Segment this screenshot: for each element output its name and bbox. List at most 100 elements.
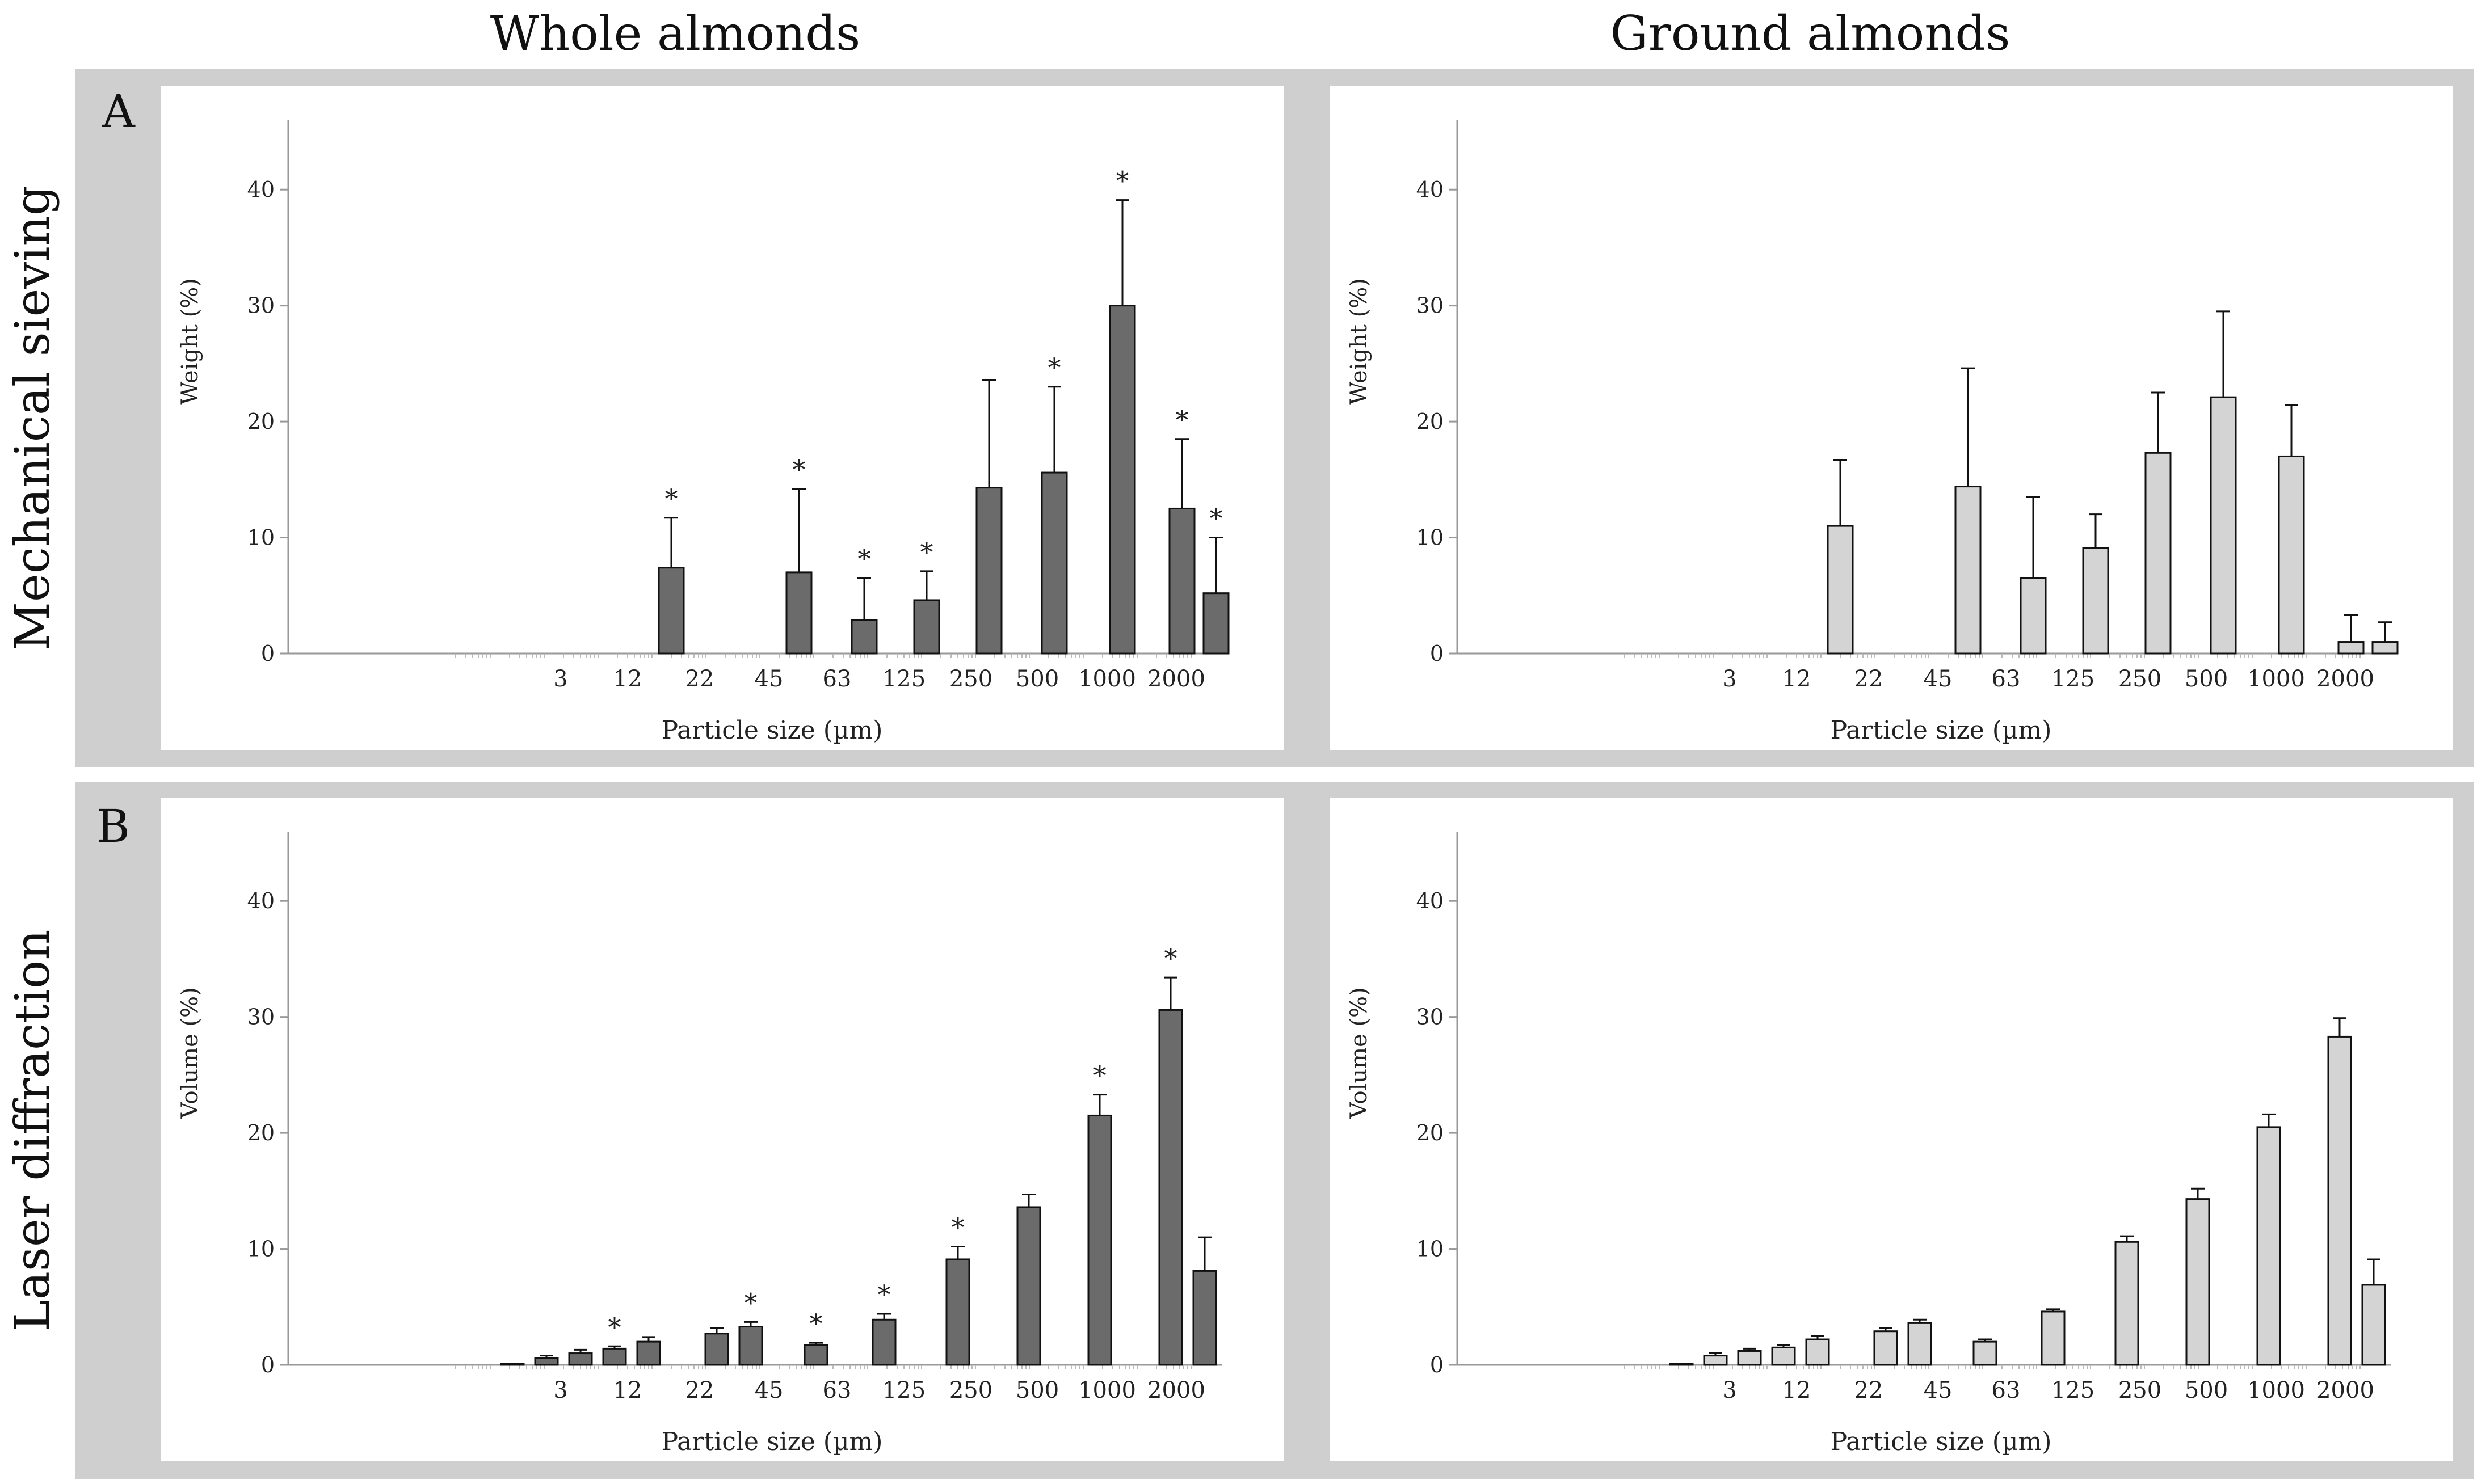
x-tick-label: 500 [1016, 1377, 1059, 1403]
bar [2041, 1310, 2066, 1366]
x-tick-label: 3 [553, 666, 567, 692]
y-tick-label: 30 [247, 293, 275, 318]
x-axis-label: Particle size (µm) [662, 1427, 883, 1456]
bar [1972, 1340, 1997, 1366]
row-letter-a: A [102, 85, 135, 138]
bar [2210, 396, 2237, 655]
y-tick-label: 40 [1416, 888, 1444, 913]
y-tick-label: 20 [247, 1120, 275, 1145]
bar [1016, 1206, 1041, 1366]
bar [2361, 1284, 2386, 1366]
bar [1703, 1355, 1728, 1366]
bar [1907, 1322, 1932, 1366]
bar [872, 1318, 897, 1366]
y-axis-label: Weight (%) [1346, 278, 1372, 405]
y-axis-label: Weight (%) [177, 278, 203, 405]
panel-laser-ground: 0 10 20 30 40 Volume (%) 3 12 22 45 63 125 250 500 100… [1330, 798, 2453, 1461]
x-tick-label: 250 [949, 666, 992, 692]
x-tick-label: 22 [685, 666, 714, 692]
bar [913, 599, 940, 655]
significance-star: * [952, 1212, 965, 1242]
bar [2185, 1198, 2210, 1366]
x-axis-label: Particle size (µm) [1831, 1427, 2052, 1456]
x-tick-label: 12 [1782, 1377, 1811, 1403]
x-tick-label: 63 [1992, 1377, 2021, 1403]
y-tick-label: 40 [1416, 177, 1444, 202]
bar [568, 1352, 593, 1366]
x-tick-label: 45 [755, 1377, 784, 1403]
bar [945, 1258, 970, 1366]
y-tick-label: 0 [1430, 641, 1444, 666]
bar [1737, 1350, 1762, 1366]
x-tick-label: 63 [823, 666, 852, 692]
significance-star: * [665, 483, 678, 514]
y-tick-label: 0 [1430, 1352, 1444, 1377]
significance-star: * [1176, 404, 1189, 435]
bar [1202, 592, 1230, 655]
x-tick-label: 22 [1854, 1377, 1883, 1403]
y-tick-label: 20 [247, 409, 275, 434]
significance-star: * [1048, 352, 1061, 383]
y-axis-label: Volume (%) [1346, 987, 1372, 1119]
panel-laser-whole: 0 10 20 30 40 Volume (%) 3 12 22 45 63 125 250 500 100… [161, 798, 1284, 1461]
bar [500, 1363, 525, 1366]
y-axis-label: Volume (%) [177, 987, 203, 1119]
bar [636, 1340, 661, 1366]
bar [1087, 1114, 1112, 1366]
y-tick-label: 30 [1416, 293, 1444, 318]
y-tick-label: 10 [247, 1237, 275, 1262]
y-tick-label: 30 [247, 1005, 275, 1030]
column-title-ground: Ground almonds [1610, 6, 2010, 61]
x-tick-label: 500 [1016, 666, 1059, 692]
x-tick-label: 45 [755, 666, 784, 692]
significance-star: * [1093, 1060, 1107, 1091]
bar [602, 1347, 627, 1366]
significance-star: * [793, 454, 806, 485]
bar [804, 1344, 828, 1366]
significance-star: * [1164, 943, 1177, 973]
x-tick-label: 63 [823, 1377, 852, 1403]
x-tick-label: 22 [685, 1377, 714, 1403]
row-title-sieving: Mechanical sieving [5, 185, 60, 651]
significance-star: * [1210, 503, 1223, 534]
bar [2082, 547, 2109, 655]
panel-sieving-ground: 0 10 20 30 40 Weight (%) 3 12 22 45 63 125 250 500 100… [1330, 86, 2453, 750]
x-tick-label: 500 [2185, 1377, 2228, 1403]
y-tick-label: 0 [261, 641, 275, 666]
bar [2256, 1126, 2281, 1366]
bar [1168, 507, 1196, 655]
x-tick-label: 1000 [1078, 666, 1136, 692]
column-title-whole: Whole almonds [490, 6, 861, 61]
x-axis-label: Particle size (µm) [1831, 716, 2052, 745]
bar [1192, 1270, 1217, 1366]
x-tick-label: 1000 [1078, 1377, 1136, 1403]
bar [2114, 1241, 2139, 1366]
x-tick-label: 250 [949, 1377, 992, 1403]
significance-star: * [858, 543, 871, 574]
bar [785, 571, 813, 655]
significance-star: * [1116, 166, 1129, 196]
bar [1158, 1009, 1183, 1366]
bar [2278, 455, 2305, 655]
chart-laser-whole: 0 10 20 30 40 Volume (%) 3 12 22 45 63 125 250 500 100… [177, 832, 1222, 1456]
x-tick-label: 250 [2118, 1377, 2161, 1403]
y-tick-label: 40 [247, 888, 275, 913]
y-tick-label: 10 [247, 525, 275, 550]
bar [2337, 641, 2365, 655]
y-tick-label: 30 [1416, 1005, 1444, 1030]
bar [704, 1333, 729, 1366]
y-tick-label: 0 [261, 1352, 275, 1377]
significance-star: * [920, 537, 933, 567]
chart-sieving-whole: 0 10 20 30 40 Weight (%) 3 12 22 45 63 125 250 500 100… [177, 120, 1230, 745]
bar [1827, 525, 1854, 655]
bar [2371, 641, 2399, 655]
bar [534, 1357, 559, 1366]
row-letter-b: B [96, 800, 130, 853]
bar [2144, 452, 2172, 655]
x-tick-label: 125 [2051, 1377, 2094, 1403]
bar [1954, 486, 1982, 655]
y-tick-label: 10 [1416, 1237, 1444, 1262]
x-tick-label: 3 [1722, 666, 1736, 692]
bar [1669, 1363, 1694, 1366]
x-tick-label: 45 [1924, 1377, 1953, 1403]
